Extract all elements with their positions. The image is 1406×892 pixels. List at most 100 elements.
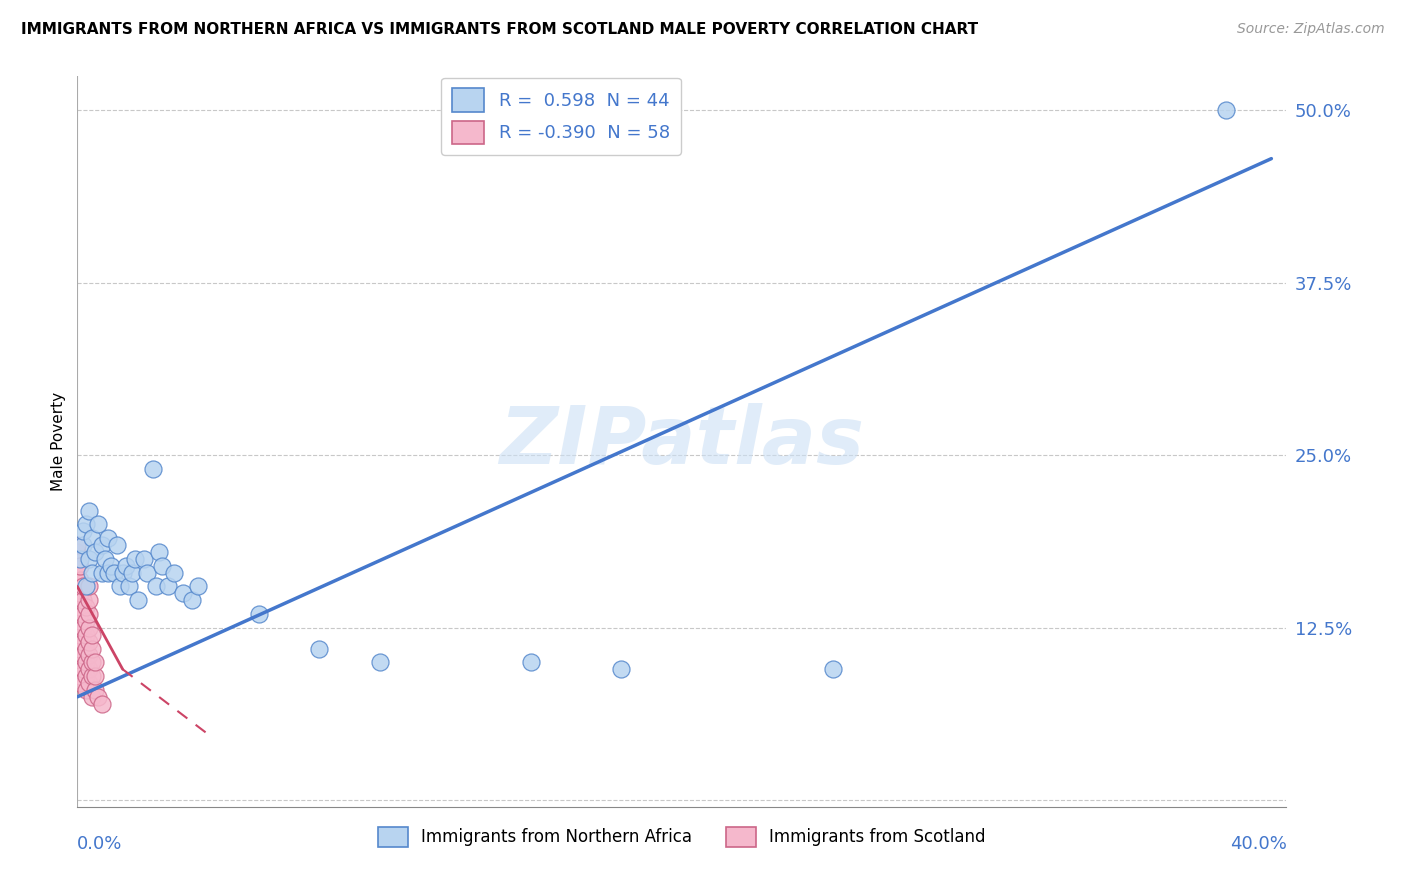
Point <box>75 614 97 628</box>
Point <box>66 593 89 607</box>
Point <box>82 669 104 683</box>
Text: ZIPatlas: ZIPatlas <box>499 402 865 481</box>
Point <box>79 503 101 517</box>
Y-axis label: Male Poverty: Male Poverty <box>51 392 66 491</box>
Point <box>87 517 110 532</box>
Point <box>90 697 112 711</box>
Point <box>105 538 128 552</box>
Point <box>187 579 209 593</box>
Point <box>84 656 107 670</box>
Point <box>72 593 94 607</box>
Point <box>84 682 107 697</box>
Text: 40.0%: 40.0% <box>1230 835 1286 853</box>
Point <box>79 579 101 593</box>
Point <box>82 690 104 704</box>
Point <box>135 566 157 580</box>
Point <box>66 545 89 559</box>
Point <box>79 621 101 635</box>
Point <box>69 600 91 615</box>
Text: IMMIGRANTS FROM NORTHERN AFRICA VS IMMIGRANTS FROM SCOTLAND MALE POVERTY CORRELA: IMMIGRANTS FROM NORTHERN AFRICA VS IMMIG… <box>21 22 979 37</box>
Point <box>93 552 115 566</box>
Point <box>69 669 91 683</box>
Point <box>247 607 270 621</box>
Point <box>66 558 89 573</box>
Point <box>66 600 89 615</box>
Point <box>82 531 104 545</box>
Point <box>90 538 112 552</box>
Point <box>66 614 89 628</box>
Point <box>66 586 89 600</box>
Point <box>75 682 97 697</box>
Point <box>69 676 91 690</box>
Point <box>124 552 146 566</box>
Point <box>90 566 112 580</box>
Point <box>79 552 101 566</box>
Point <box>111 566 134 580</box>
Point <box>108 579 131 593</box>
Point <box>75 600 97 615</box>
Point <box>69 614 91 628</box>
Point <box>132 552 155 566</box>
Point <box>79 634 101 648</box>
Point <box>79 662 101 676</box>
Point <box>66 607 89 621</box>
Legend: Immigrants from Northern Africa, Immigrants from Scotland: Immigrants from Northern Africa, Immigra… <box>371 820 993 854</box>
Point <box>610 662 633 676</box>
Point <box>66 566 89 580</box>
Point <box>75 517 97 532</box>
Point <box>520 656 543 670</box>
Point <box>72 634 94 648</box>
Point <box>75 669 97 683</box>
Point <box>127 593 149 607</box>
Point <box>69 558 91 573</box>
Point <box>82 641 104 656</box>
Point <box>69 656 91 670</box>
Point <box>66 634 89 648</box>
Point <box>72 648 94 663</box>
Point <box>66 628 89 642</box>
Text: 0.0%: 0.0% <box>77 835 122 853</box>
Point <box>181 593 204 607</box>
Point <box>66 662 89 676</box>
Point <box>100 558 122 573</box>
Point <box>118 579 141 593</box>
Point <box>69 641 91 656</box>
Point <box>66 538 89 552</box>
Point <box>72 607 94 621</box>
Point <box>821 662 844 676</box>
Point <box>66 552 89 566</box>
Point <box>157 579 180 593</box>
Point <box>72 524 94 539</box>
Point <box>145 579 167 593</box>
Point <box>79 676 101 690</box>
Point <box>69 628 91 642</box>
Point <box>150 558 173 573</box>
Point <box>96 531 118 545</box>
Point <box>82 628 104 642</box>
Point <box>87 690 110 704</box>
Point <box>66 573 89 587</box>
Point <box>75 641 97 656</box>
Point <box>148 545 170 559</box>
Point <box>368 656 391 670</box>
Point <box>96 566 118 580</box>
Point <box>163 566 186 580</box>
Point <box>66 648 89 663</box>
Point <box>142 462 165 476</box>
Point <box>114 558 136 573</box>
Point <box>66 579 89 593</box>
Text: Source: ZipAtlas.com: Source: ZipAtlas.com <box>1237 22 1385 37</box>
Point <box>84 545 107 559</box>
Point <box>69 573 91 587</box>
Point <box>72 538 94 552</box>
Point <box>75 628 97 642</box>
Point <box>103 566 125 580</box>
Point <box>1215 103 1237 118</box>
Point <box>72 662 94 676</box>
Point <box>308 641 330 656</box>
Point <box>82 566 104 580</box>
Point <box>121 566 143 580</box>
Point <box>75 656 97 670</box>
Point <box>69 552 91 566</box>
Point <box>79 593 101 607</box>
